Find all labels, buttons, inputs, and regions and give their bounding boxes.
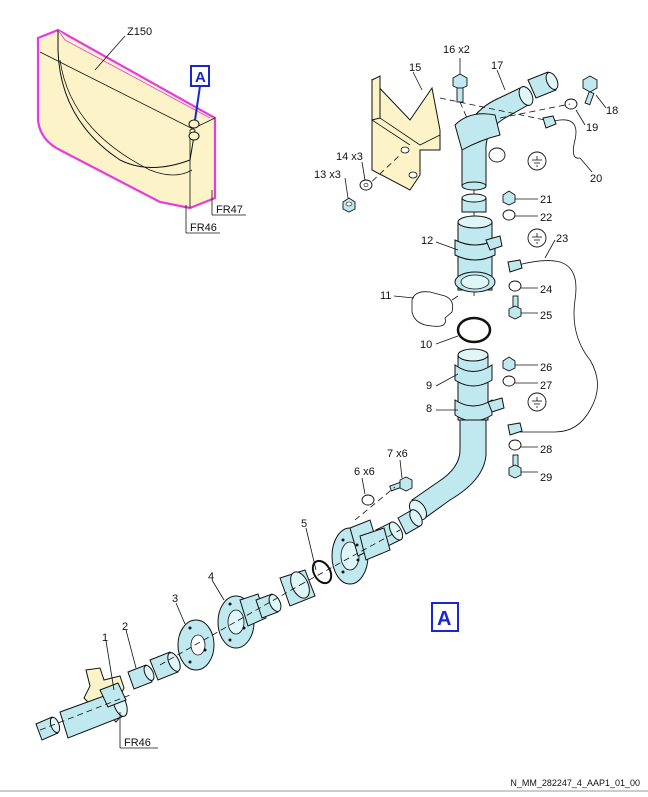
label-fr46-top: FR46 [190,222,217,234]
part-25-bolt [508,295,522,320]
label-26: 26 [540,362,552,374]
label-25: 25 [540,310,552,322]
part-duct-segment-c [255,593,282,619]
ground-symbol-upper [527,151,547,171]
label-14: 14 x3 [336,151,363,163]
part-lower-duct [408,419,487,521]
part-18-bolt [582,75,598,106]
label-15: 15 [409,62,421,74]
part-23-bonding-lead [507,259,598,436]
part-end-tube [35,716,61,741]
label-10: 10 [420,339,432,351]
part-17-elbow-pipe [454,86,534,191]
label-28: 28 [540,444,552,456]
part-20-bonding-strap [542,115,581,159]
part-o-ring-lower [311,559,333,585]
label-16: 16 x2 [443,44,470,56]
label-9: 9 [426,380,432,392]
part-11-lanyard [411,291,459,327]
label-5: 5 [301,518,307,530]
label-7: 7 x6 [387,448,408,460]
part-21-nut [502,190,516,206]
label-2: 2 [122,621,128,633]
label-17: 17 [491,60,503,72]
label-20: 20 [590,173,602,185]
label-18: 18 [606,105,618,117]
part-3-gasket [177,619,215,671]
part-6-washer [361,494,375,506]
label-fr46-bottom: FR46 [124,737,151,749]
part-26-nut [502,356,516,372]
part-14-washer [359,179,373,191]
label-27: 27 [540,380,552,392]
label-19: 19 [586,122,598,134]
part-adapter [279,569,316,607]
drawing-reference: N_MM_282247_4_AAP1_01_00 [510,778,640,788]
part-27-washer [502,375,516,387]
part-22-washer [502,209,516,221]
part-12-coupling [454,215,503,293]
ground-symbol-middle [527,228,547,248]
label-4: 4 [208,571,214,583]
label-11: 11 [380,290,391,302]
part-2-tube [127,651,181,690]
ground-symbol-lower [527,392,547,412]
label-12: 12 [421,235,433,247]
part-8-clamp [454,397,505,422]
part-16-bolt [452,73,468,103]
label-6: 6 x6 [354,466,375,478]
label-22: 22 [540,212,552,224]
part-24-washer [508,280,522,292]
svg-text:A: A [195,69,206,86]
zone-z150-box [36,28,217,210]
part-13-nut [342,197,356,213]
label-3: 3 [172,593,178,605]
label-24: 24 [540,284,552,296]
part-15-bracket [371,75,441,191]
label-23: 23 [556,233,568,245]
label-8: 8 [426,403,432,415]
label-13: 13 x3 [314,169,341,181]
part-17-pipe-segment [527,71,559,99]
part-28-washer [508,439,522,451]
label-z150: Z150 [127,26,152,38]
label-fr47-top: FR47 [216,204,243,216]
part-10-o-ring [456,316,492,344]
part-duct-segment-a [397,509,423,535]
part-7-bolt [389,476,413,492]
callout-a-top[interactable]: A [190,65,210,87]
label-21: 21 [540,194,552,206]
svg-text:A: A [437,608,451,630]
callout-a-detail[interactable]: A [431,602,459,632]
part-9-flange-pipe [454,348,493,421]
part-29-bolt [508,454,522,479]
part-12-sleeve [461,193,487,213]
label-29: 29 [540,472,552,484]
part-19-washer [564,98,578,110]
label-1: 1 [102,632,108,644]
part-5-flange [331,519,391,585]
